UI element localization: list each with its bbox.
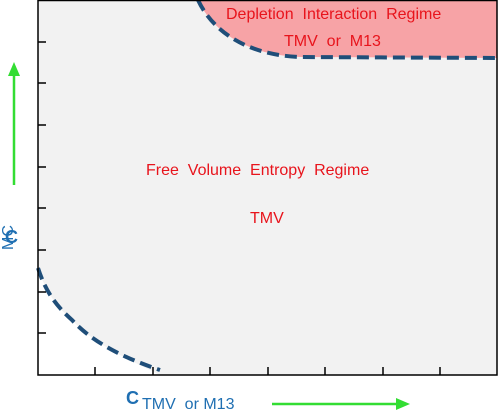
lower-phase-boundary (36, 267, 161, 372)
depletion-regime-title: Depletion Interaction Regime (226, 6, 442, 23)
free-volume-regime-title: Free Volume Entropy Regime (146, 162, 370, 179)
depletion-region (198, 0, 497, 58)
y-axis-subscript: MC (0, 225, 17, 250)
upper-phase-boundary (196, 0, 498, 60)
free-volume-regime-subtitle: TMV (250, 210, 284, 227)
y-axis-arrow (8, 62, 20, 185)
x-axis-subscript: TMV or M13 (142, 396, 235, 413)
depletion-regime-subtitle: TMV or M13 (284, 33, 381, 50)
y-axis-symbol: C (5, 227, 18, 247)
x-axis-arrow (272, 398, 410, 410)
x-axis-symbol: C (126, 388, 139, 408)
free-volume-region (38, 0, 497, 375)
x-axis-ticks (94, 367, 441, 375)
y-axis-ticks (38, 41, 46, 334)
